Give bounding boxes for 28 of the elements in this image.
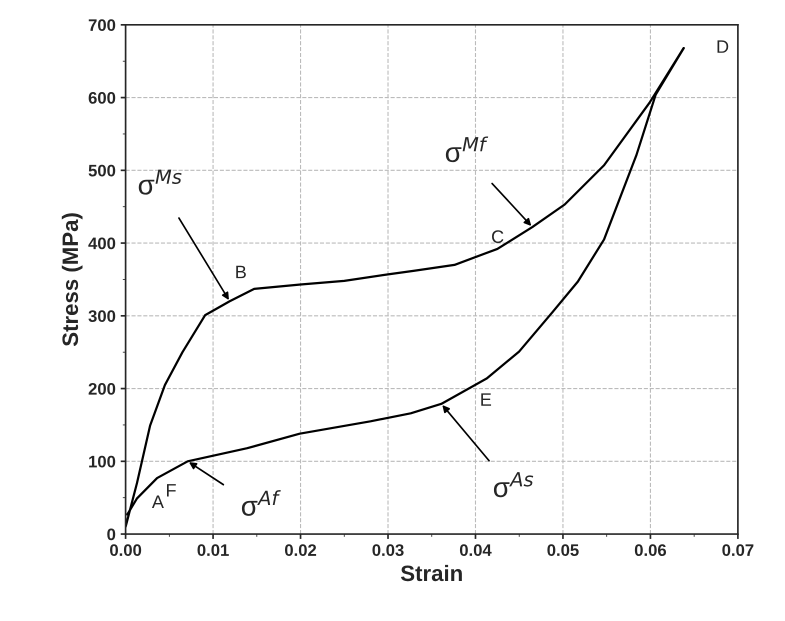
x-tick-label: 0.06 — [634, 544, 666, 556]
x-tick-label: 0.05 — [547, 544, 579, 556]
annotation: σ$^{Mf}$ — [446, 136, 488, 162]
x-tick-label: 0.00 — [110, 544, 142, 556]
y-tick-label: 500 — [88, 164, 116, 177]
x-axis-title: Strain — [400, 564, 462, 582]
y-tick-label: 600 — [88, 92, 116, 104]
x-tick-label: 0.07 — [722, 544, 754, 556]
y-tick-label: 700 — [88, 19, 116, 32]
annotation: F — [167, 484, 176, 497]
annotation: A — [152, 496, 164, 508]
y-tick-label: 300 — [88, 310, 116, 322]
annotation: σ$^{Ms}$ — [138, 170, 182, 195]
y-axis-title: Stress (MPa) — [62, 213, 83, 346]
y-tick-label: 100 — [89, 456, 116, 468]
annotation: E — [481, 393, 492, 406]
annotation: σ$^{As}$ — [494, 472, 534, 498]
y-tick-label: 0 — [107, 528, 116, 540]
annotation: D — [718, 40, 728, 53]
y-tick-label: 400 — [88, 237, 116, 250]
x-tick-label: 0.01 — [198, 544, 229, 556]
annotation: σ$^{Af}$ — [242, 490, 281, 516]
annotation: B — [236, 266, 246, 278]
x-tick-label: 0.02 — [284, 544, 316, 556]
x-tick-label: 0.04 — [460, 544, 492, 556]
annotation: C — [492, 230, 504, 244]
x-tick-label: 0.03 — [372, 544, 404, 556]
y-tick-label: 200 — [88, 382, 116, 395]
